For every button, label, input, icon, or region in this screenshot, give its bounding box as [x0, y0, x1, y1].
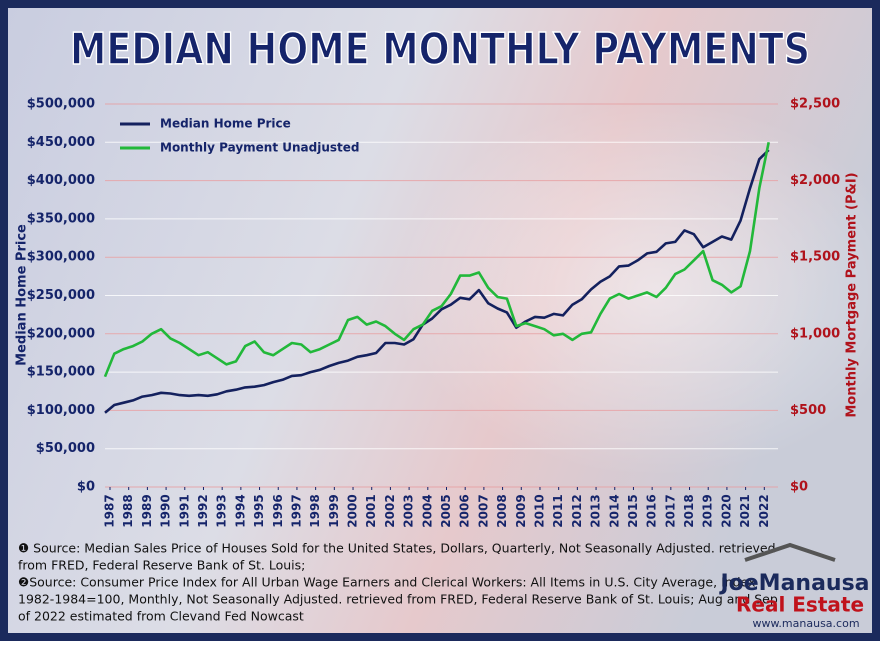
x-tick-label: 2006 [458, 494, 472, 527]
x-tick-label: 1988 [121, 494, 135, 527]
x-tick-label: 2019 [701, 494, 715, 527]
x-tick-label: 2000 [346, 494, 360, 527]
y-tick-label: $450,000 [27, 135, 95, 150]
logo-sub: Real Estate [736, 593, 864, 617]
legend-label: Monthly Payment Unadjusted [160, 141, 359, 155]
series-line [104, 149, 770, 414]
x-tick-label: 2017 [663, 494, 677, 527]
y-tick-label: $200,000 [27, 326, 95, 341]
footnote: ❷Source: Consumer Price Index for All Ur… [18, 575, 755, 590]
series-line [103, 142, 770, 378]
x-tick-label: 1993 [215, 494, 229, 527]
x-tick-label: 1999 [327, 494, 341, 527]
x-tick-label: 2013 [589, 494, 603, 527]
x-tick-label: 1989 [140, 494, 154, 527]
x-tick-label: 1994 [233, 494, 247, 527]
x-tick-label: 2018 [682, 494, 696, 527]
y2-tick-label: $0 [790, 480, 808, 495]
x-tick-label: 1990 [159, 494, 173, 527]
y-tick-label: $500,000 [27, 97, 95, 112]
x-tick-label: 2014 [607, 494, 621, 527]
footnote: 1982-1984=100, Monthly, Not Seasonally A… [18, 592, 778, 607]
x-tick-label: 2009 [514, 494, 528, 527]
chart-title: MEDIAN HOME MONTHLY PAYMENTS [70, 24, 810, 75]
y2-axis-label: Monthly Mortgage Payment (P&I) [845, 172, 860, 417]
y-tick-label: $150,000 [27, 365, 95, 380]
x-tick-label: 1998 [308, 494, 322, 527]
x-tick-label: 1992 [196, 494, 210, 527]
y-tick-label: $100,000 [27, 403, 95, 418]
x-tick-label: 2003 [402, 494, 416, 527]
x-tick-label: 2002 [383, 494, 397, 527]
x-tick-label: 2022 [757, 494, 771, 527]
x-tick-label: 2016 [645, 494, 659, 527]
x-tick-label: 1997 [289, 494, 303, 527]
x-tick-label: 1996 [271, 494, 285, 527]
y2-tick-label: $1,000 [790, 326, 840, 341]
y-tick-label: $350,000 [27, 211, 95, 226]
x-tick-label: 2015 [626, 494, 640, 527]
x-tick-label: 1991 [177, 494, 191, 527]
x-tick-label: 2020 [719, 494, 733, 527]
x-tick-label: 2007 [476, 494, 490, 527]
x-tick-label: 2005 [439, 494, 453, 527]
x-tick-label: 2010 [532, 494, 546, 527]
y-tick-label: $0 [77, 480, 95, 495]
logo-url: www.manausa.com [752, 617, 859, 630]
legend-label: Median Home Price [160, 117, 291, 131]
logo: JoeManausa Real Estate www.manausa.com [718, 542, 870, 630]
y2-tick-label: $1,500 [790, 250, 840, 265]
footnote: of 2022 estimated from Clevand Fed Nowca… [18, 609, 304, 624]
y-tick-label: $300,000 [27, 250, 95, 265]
y-tick-label: $50,000 [36, 441, 95, 456]
y2-tick-label: $500 [790, 403, 826, 418]
x-tick-label: 2004 [420, 494, 434, 527]
logo-name: JoeManausa [718, 571, 869, 596]
x-tick-label: 2011 [551, 494, 565, 527]
x-tick-label: 2021 [738, 494, 752, 527]
x-tick-label: 2012 [570, 494, 584, 527]
x-tick-label: 2001 [364, 494, 378, 527]
y-tick-label: $400,000 [27, 173, 95, 188]
y-axis-label: Median Home Price [15, 224, 30, 366]
footnote: ❶ Source: Median Sales Price of Houses S… [18, 541, 776, 556]
y2-tick-label: $2,000 [790, 173, 840, 188]
y-tick-label: $250,000 [27, 288, 95, 303]
x-tick-label: 1995 [252, 494, 266, 527]
background-glow [8, 8, 872, 633]
x-tick-label: 1987 [103, 494, 117, 527]
footnote: from FRED, Federal Reserve Bank of St. L… [18, 558, 305, 573]
x-tick-label: 2008 [495, 494, 509, 527]
y2-tick-label: $2,500 [790, 97, 840, 112]
